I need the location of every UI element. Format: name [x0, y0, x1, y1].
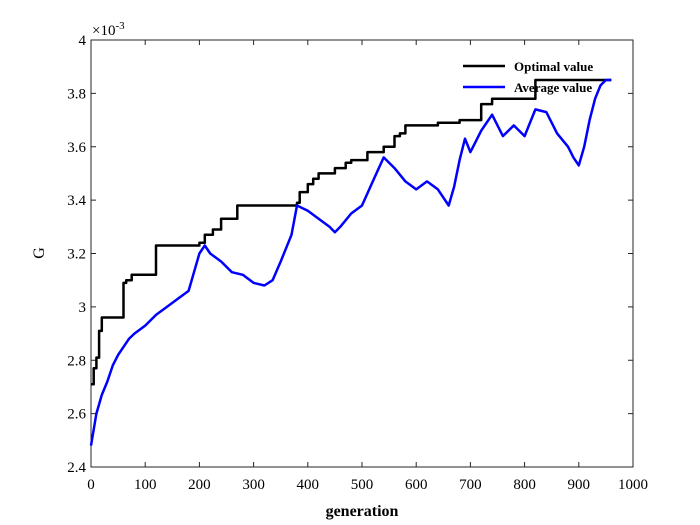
y-tick-label: 3.2 — [67, 247, 86, 263]
y-tick-label: 3 — [79, 300, 87, 316]
x-tick-label: 100 — [134, 477, 157, 493]
y-tick-label: 3.6 — [67, 140, 86, 156]
x-tick-label: 400 — [297, 477, 320, 493]
x-tick-label: 800 — [513, 477, 536, 493]
x-axis-label: generation — [326, 503, 399, 520]
legend-label-average: Average value — [514, 80, 592, 95]
y-tick-label: 3.8 — [67, 86, 86, 102]
y-tick-label: 2.4 — [67, 460, 86, 476]
x-tick-label: 500 — [351, 477, 374, 493]
y-exponent-base: ×10 — [92, 23, 115, 39]
y-tick-label: 2.6 — [67, 407, 86, 423]
y-tick-label: 4 — [79, 33, 87, 49]
legend: Optimal value Average value — [463, 59, 593, 95]
x-tick-label: 1000 — [618, 477, 648, 493]
legend-label-optimal: Optimal value — [514, 59, 593, 74]
x-tick-label: 0 — [87, 477, 95, 493]
y-tick-label: 3.4 — [67, 193, 86, 209]
y-tick-label: 2.8 — [67, 353, 86, 369]
series-line-average — [89, 78, 612, 446]
series-lines — [89, 78, 612, 446]
axis-ticks: 0 100 200 300 400 500 600 700 800 900 1000 2.4 2.6 2.… — [67, 33, 648, 493]
x-tick-label: 300 — [242, 477, 265, 493]
x-tick-label: 700 — [459, 477, 482, 493]
x-tick-label: 600 — [405, 477, 428, 493]
series-line-optimal — [91, 78, 612, 386]
y-exponent-power: -3 — [115, 20, 125, 32]
y-axis-exponent: ×10-3 — [92, 20, 125, 39]
x-tick-label: 900 — [568, 477, 591, 493]
x-tick-label: 200 — [188, 477, 211, 493]
y-axis-label: G — [31, 247, 48, 259]
